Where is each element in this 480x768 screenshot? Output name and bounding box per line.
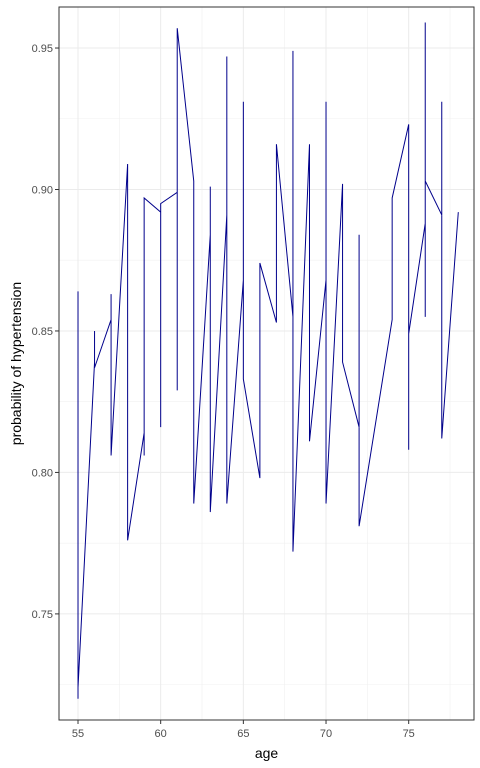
x-axis-title: age bbox=[255, 745, 279, 761]
x-tick-label: 60 bbox=[155, 728, 167, 740]
plot-border bbox=[58, 6, 475, 721]
x-tick-label: 75 bbox=[403, 728, 415, 740]
probability-line bbox=[77, 22, 459, 699]
plot-background bbox=[59, 7, 474, 720]
x-tick-label: 55 bbox=[72, 728, 84, 740]
y-tick-label: 0.80 bbox=[32, 467, 53, 479]
x-tick-label: 70 bbox=[320, 728, 332, 740]
minor-gridlines bbox=[59, 7, 474, 720]
y-tick-label: 0.75 bbox=[32, 609, 53, 621]
y-axis-title: probability of hypertension bbox=[8, 282, 24, 445]
y-axis-ticks: 0.75 0.80 0.85 0.90 0.95 bbox=[32, 43, 59, 621]
y-tick-label: 0.95 bbox=[32, 43, 53, 55]
x-tick-label: 65 bbox=[237, 728, 249, 740]
x-axis-ticks: 55 60 65 70 75 bbox=[72, 720, 415, 740]
y-tick-label: 0.90 bbox=[32, 184, 53, 196]
y-tick-label: 0.85 bbox=[32, 326, 53, 338]
